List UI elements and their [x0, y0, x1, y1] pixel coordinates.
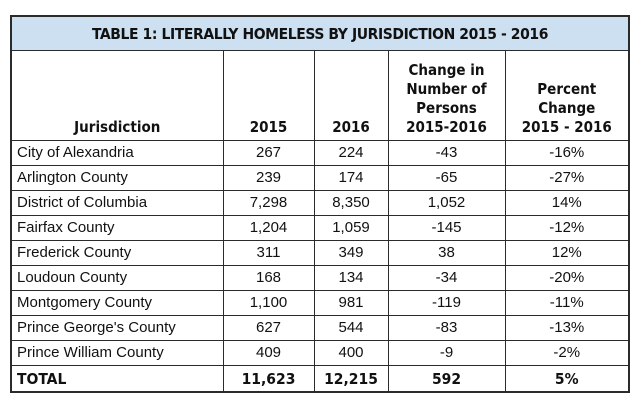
- table-row: Arlington County 239 174 -65 -27%: [10, 165, 630, 191]
- change-cell: 38: [387, 240, 506, 266]
- value-2015-cell: 267: [222, 140, 315, 166]
- value-2016-cell: 981: [313, 290, 389, 316]
- percent-cell: 12%: [504, 240, 630, 266]
- percent-cell: -16%: [504, 140, 630, 166]
- total-row: TOTAL 11,623 12,215 592 5%: [10, 365, 630, 393]
- jurisdiction-cell: Prince William County: [10, 340, 224, 366]
- header-percent-line-3: 2015 - 2016: [521, 118, 612, 136]
- value-2016-cell: 1,059: [313, 215, 389, 241]
- value-2015-cell: 627: [222, 315, 315, 341]
- value-2015-cell: 409: [222, 340, 315, 366]
- jurisdiction-cell: Frederick County: [10, 240, 224, 266]
- jurisdiction-cell: Arlington County: [10, 165, 224, 191]
- table-title-row: TABLE 1: LITERALLY HOMELESS BY JURISDICT…: [10, 15, 630, 51]
- total-change: 592: [387, 365, 506, 393]
- table-row: Fairfax County 1,204 1,059 -145 -12%: [10, 215, 630, 241]
- table-row: Loudoun County 168 134 -34 -20%: [10, 265, 630, 291]
- header-change-line-2: Number of: [406, 80, 487, 98]
- value-2016-cell: 349: [313, 240, 389, 266]
- total-2015: 11,623: [222, 365, 315, 393]
- percent-cell: -20%: [504, 265, 630, 291]
- header-change: Change in Number of Persons 2015-2016: [387, 50, 506, 141]
- value-2015-cell: 7,298: [222, 190, 315, 216]
- change-cell: -43: [387, 140, 506, 166]
- value-2015-cell: 311: [222, 240, 315, 266]
- percent-cell: -2%: [504, 340, 630, 366]
- homeless-by-jurisdiction-table: TABLE 1: LITERALLY HOMELESS BY JURISDICT…: [10, 15, 630, 393]
- table-row: Prince William County 409 400 -9 -2%: [10, 340, 630, 366]
- jurisdiction-cell: Prince George's County: [10, 315, 224, 341]
- header-change-line-3: Persons: [416, 99, 477, 117]
- value-2015-cell: 1,100: [222, 290, 315, 316]
- change-cell: -65: [387, 165, 506, 191]
- percent-cell: -27%: [504, 165, 630, 191]
- percent-cell: -12%: [504, 215, 630, 241]
- value-2016-cell: 174: [313, 165, 389, 191]
- total-2016: 12,215: [313, 365, 389, 393]
- header-jurisdiction: Jurisdiction: [10, 50, 224, 141]
- table-row: Frederick County 311 349 38 12%: [10, 240, 630, 266]
- table-row: City of Alexandria 267 224 -43 -16%: [10, 140, 630, 166]
- header-2015: 2015: [222, 50, 315, 141]
- header-percent-line-2: Change: [538, 99, 596, 117]
- table-row: Prince George's County 627 544 -83 -13%: [10, 315, 630, 341]
- change-cell: -9: [387, 340, 506, 366]
- percent-cell: -13%: [504, 315, 630, 341]
- value-2016-cell: 8,350: [313, 190, 389, 216]
- change-cell: -34: [387, 265, 506, 291]
- value-2015-cell: 1,204: [222, 215, 315, 241]
- jurisdiction-cell: Fairfax County: [10, 215, 224, 241]
- value-2016-cell: 134: [313, 265, 389, 291]
- header-change-line-4: 2015-2016: [406, 118, 487, 136]
- total-label: TOTAL: [10, 365, 224, 393]
- change-cell: -145: [387, 215, 506, 241]
- percent-cell: -11%: [504, 290, 630, 316]
- table-header-row: Jurisdiction 2015 2016 Change in Number …: [10, 50, 630, 141]
- percent-cell: 14%: [504, 190, 630, 216]
- value-2016-cell: 400: [313, 340, 389, 366]
- header-2016: 2016: [313, 50, 389, 141]
- change-cell: -119: [387, 290, 506, 316]
- header-percent-line-1: Percent: [537, 80, 597, 98]
- header-percent: Percent Change 2015 - 2016: [504, 50, 630, 141]
- jurisdiction-cell: Loudoun County: [10, 265, 224, 291]
- value-2015-cell: 239: [222, 165, 315, 191]
- header-change-line-1: Change in: [408, 61, 485, 79]
- jurisdiction-cell: Montgomery County: [10, 290, 224, 316]
- jurisdiction-cell: City of Alexandria: [10, 140, 224, 166]
- total-percent: 5%: [504, 365, 630, 393]
- table-row: District of Columbia 7,298 8,350 1,052 1…: [10, 190, 630, 216]
- table-title: TABLE 1: LITERALLY HOMELESS BY JURISDICT…: [10, 15, 630, 51]
- change-cell: 1,052: [387, 190, 506, 216]
- value-2015-cell: 168: [222, 265, 315, 291]
- change-cell: -83: [387, 315, 506, 341]
- jurisdiction-cell: District of Columbia: [10, 190, 224, 216]
- value-2016-cell: 544: [313, 315, 389, 341]
- table-row: Montgomery County 1,100 981 -119 -11%: [10, 290, 630, 316]
- value-2016-cell: 224: [313, 140, 389, 166]
